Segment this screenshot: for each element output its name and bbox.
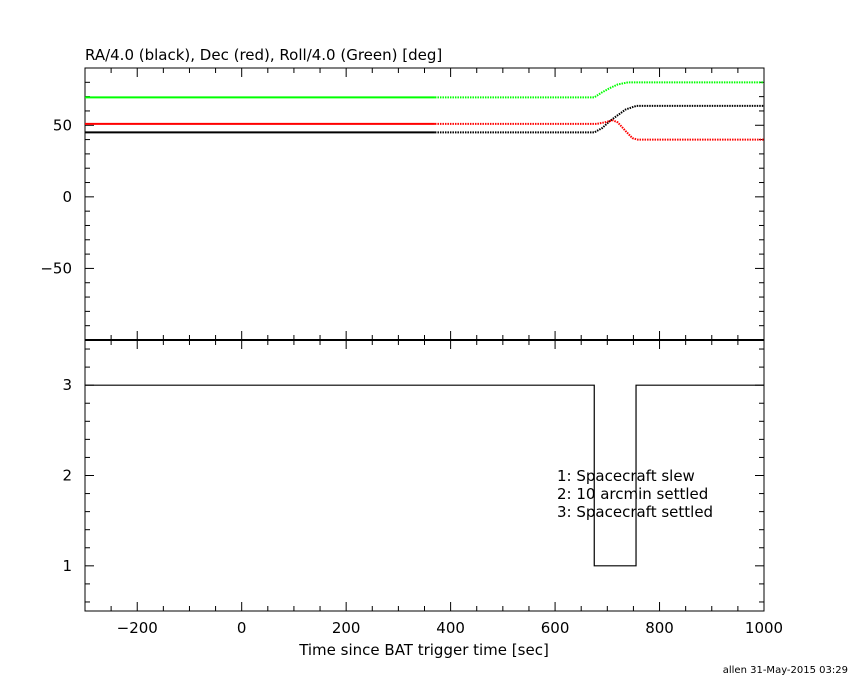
upper-ticks: −50 0 50 [40, 67, 765, 341]
y-tick-label: 2 [62, 467, 72, 485]
series-line-dotted-1 [434, 119, 764, 141]
legend-line-3: 3: Spacecraft settled [557, 503, 713, 521]
x-tick-label: 1000 [745, 619, 783, 637]
lower-series [85, 384, 764, 567]
x-tick-label: −200 [117, 619, 158, 637]
y-tick-label: 0 [62, 188, 72, 206]
x-tick-label: 600 [541, 619, 570, 637]
legend-line-2: 2: 10 arcmin settled [557, 485, 708, 503]
legend-line-1: 1: Spacecraft slew [557, 467, 695, 485]
footer-credit: allen 31-May-2015 03:29 [723, 665, 848, 676]
series-line-dotted-0 [434, 104, 764, 134]
upper-series [85, 81, 764, 141]
series-line-0 [85, 384, 764, 567]
lower-ticks: 1 2 3 −200 0 200 400 600 800 1000 [62, 340, 783, 637]
lower-panel: 1 2 3 −200 0 200 400 600 800 1000 1: Spacecraft s… [62, 339, 783, 659]
x-axis-label: Time since BAT trigger time [sec] [298, 641, 549, 659]
upper-title: RA/4.0 (black), Dec (red), Roll/4.0 (Gre… [85, 46, 442, 64]
x-tick-label: 0 [237, 619, 247, 637]
series-line-dotted-2 [434, 81, 764, 99]
upper-plot-frame [84, 67, 765, 341]
x-tick-label: 800 [645, 619, 674, 637]
x-tick-label: 200 [332, 619, 361, 637]
upper-panel: RA/4.0 (black), Dec (red), Roll/4.0 (Gre… [40, 46, 765, 341]
x-tick-label: 400 [436, 619, 465, 637]
y-tick-label: 50 [53, 116, 72, 134]
y-tick-label: 1 [62, 557, 72, 575]
y-tick-label: 3 [62, 376, 72, 394]
y-tick-label: −50 [40, 259, 72, 277]
